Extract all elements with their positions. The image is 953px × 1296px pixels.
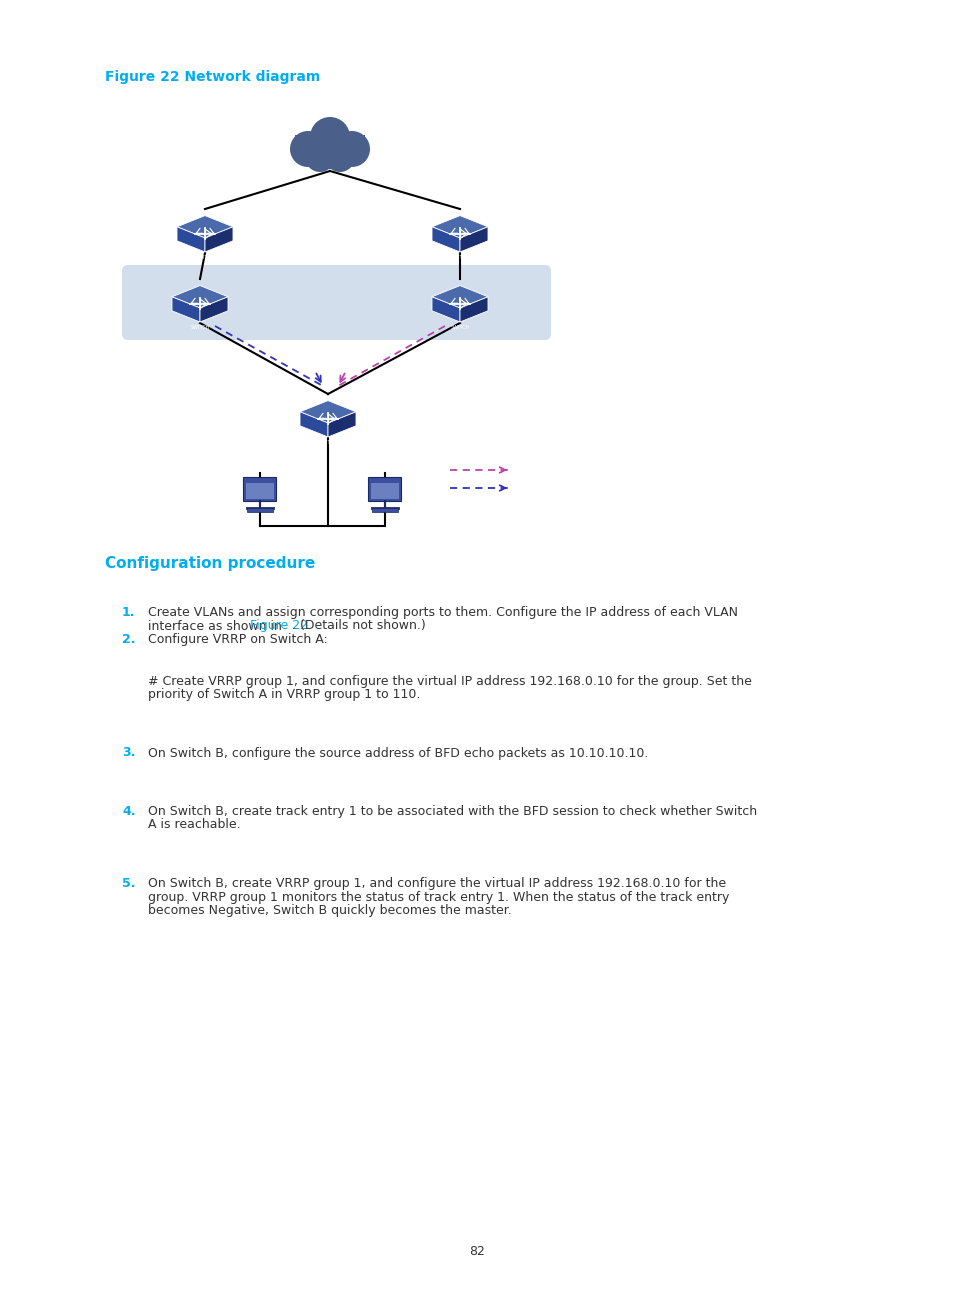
Polygon shape: [247, 508, 273, 512]
Text: 5.: 5.: [122, 877, 135, 890]
Polygon shape: [299, 412, 328, 437]
Text: SWITCH: SWITCH: [195, 255, 214, 259]
Polygon shape: [432, 285, 488, 308]
Circle shape: [305, 143, 335, 172]
Polygon shape: [372, 508, 397, 512]
Polygon shape: [243, 477, 276, 502]
Polygon shape: [368, 477, 401, 502]
Text: SWITCH: SWITCH: [190, 325, 210, 329]
Text: 4.: 4.: [122, 805, 135, 818]
Text: # Create VRRP group 1, and configure the virtual IP address 192.168.0.10 for the: # Create VRRP group 1, and configure the…: [148, 674, 751, 687]
Text: Figure 22 Network diagram: Figure 22 Network diagram: [105, 70, 320, 84]
Circle shape: [310, 117, 350, 157]
Text: 82: 82: [469, 1245, 484, 1258]
Polygon shape: [177, 227, 205, 251]
Circle shape: [314, 137, 346, 168]
Polygon shape: [432, 297, 459, 321]
Text: Configuration procedure: Configuration procedure: [105, 556, 314, 572]
Polygon shape: [299, 400, 355, 422]
Polygon shape: [371, 483, 399, 499]
Text: 1.: 1.: [122, 607, 135, 619]
Text: Configure VRRP on Switch A:: Configure VRRP on Switch A:: [148, 632, 328, 645]
Polygon shape: [177, 215, 233, 238]
FancyBboxPatch shape: [122, 264, 551, 340]
Polygon shape: [432, 227, 459, 251]
Text: becomes Negative, Switch B quickly becomes the master.: becomes Negative, Switch B quickly becom…: [148, 905, 511, 918]
Polygon shape: [294, 135, 365, 161]
Text: Figure 22: Figure 22: [250, 619, 308, 632]
Text: group. VRRP group 1 monitors the status of track entry 1. When the status of the: group. VRRP group 1 monitors the status …: [148, 890, 729, 903]
Text: On Switch B, configure the source address of BFD echo packets as 10.10.10.10.: On Switch B, configure the source addres…: [148, 746, 648, 759]
Circle shape: [334, 131, 370, 167]
Text: On Switch B, create VRRP group 1, and configure the virtual IP address 192.168.0: On Switch B, create VRRP group 1, and co…: [148, 877, 725, 890]
Polygon shape: [246, 483, 274, 499]
Text: interface as shown in: interface as shown in: [148, 619, 286, 632]
Circle shape: [325, 143, 355, 172]
Text: Create VLANs and assign corresponding ports to them. Configure the IP address of: Create VLANs and assign corresponding po…: [148, 607, 738, 619]
Polygon shape: [172, 285, 228, 308]
Text: SWITCH: SWITCH: [450, 325, 469, 329]
Polygon shape: [200, 297, 228, 321]
Text: . (Details not shown.): . (Details not shown.): [292, 619, 425, 632]
Polygon shape: [459, 297, 488, 321]
Text: SWITCH: SWITCH: [450, 255, 469, 259]
Text: On Switch B, create track entry 1 to be associated with the BFD session to check: On Switch B, create track entry 1 to be …: [148, 805, 757, 818]
Text: 3.: 3.: [122, 746, 135, 759]
Polygon shape: [172, 297, 200, 321]
Text: A is reachable.: A is reachable.: [148, 819, 240, 832]
Text: 2.: 2.: [122, 632, 135, 645]
Polygon shape: [205, 227, 233, 251]
Polygon shape: [328, 412, 355, 437]
Polygon shape: [459, 227, 488, 251]
Circle shape: [290, 131, 326, 167]
Text: priority of Switch A in VRRP group 1 to 110.: priority of Switch A in VRRP group 1 to …: [148, 688, 420, 701]
Text: SWITCH: SWITCH: [318, 439, 337, 445]
Polygon shape: [432, 215, 488, 238]
